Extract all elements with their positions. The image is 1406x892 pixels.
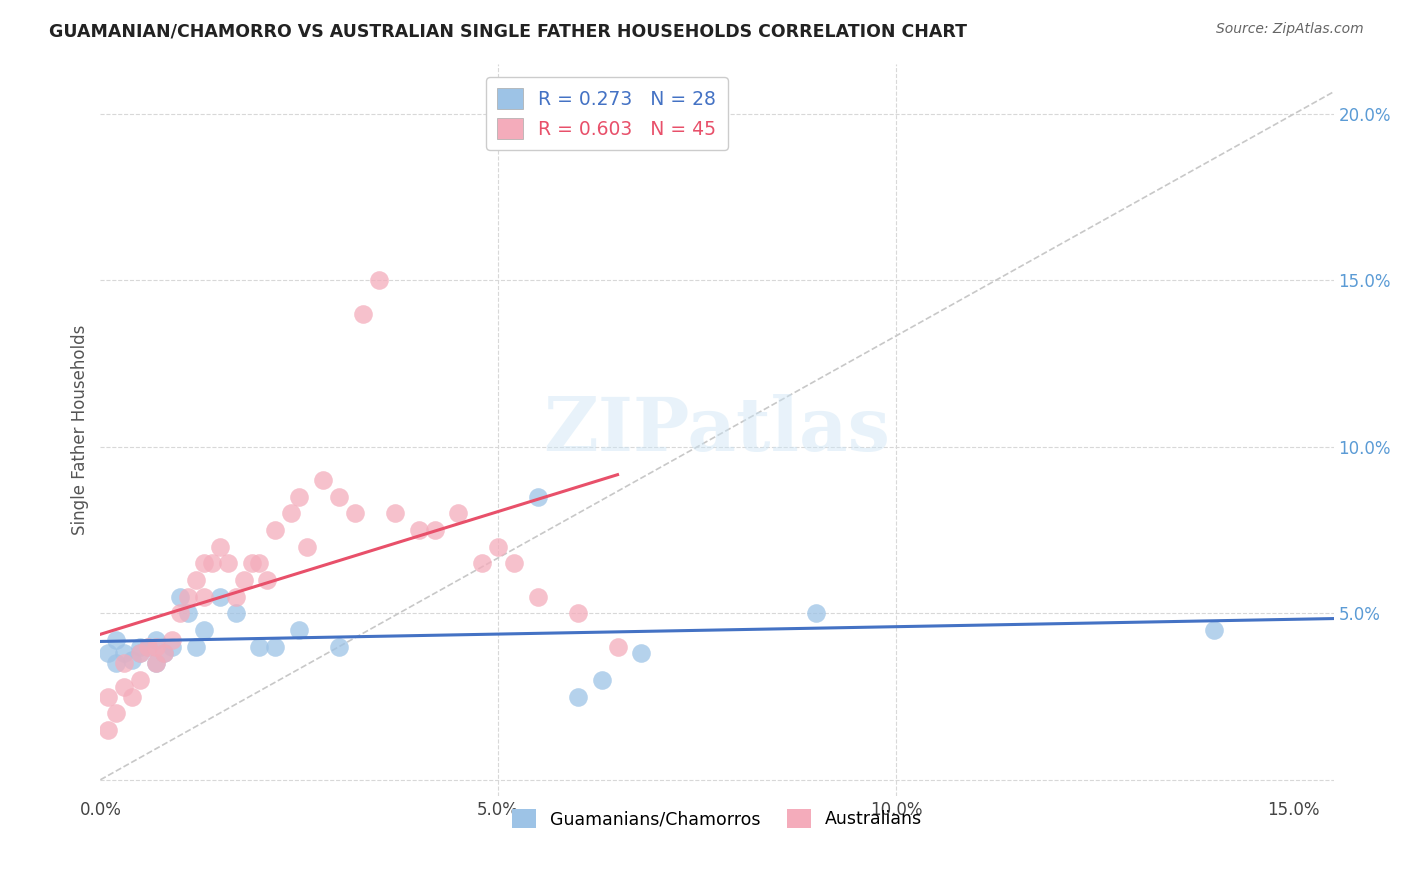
Point [208,590,231,604]
Point [567,690,589,704]
Point [288,623,311,637]
Point [367,273,389,287]
Point [105,706,128,721]
Point [471,557,494,571]
Point [153,646,176,660]
Point [1204,623,1226,637]
Point [112,646,135,660]
Point [184,640,207,654]
Point [256,573,278,587]
Point [129,640,152,654]
Point [136,640,159,654]
Point [232,573,254,587]
Point [160,640,183,654]
Point [288,490,311,504]
Point [160,632,183,647]
Point [193,590,215,604]
Point [201,557,224,571]
Point [97,646,120,660]
Point [97,723,120,737]
Point [328,490,350,504]
Legend: Guamanians/Chamorros, Australians: Guamanians/Chamorros, Australians [505,802,929,836]
Point [384,507,406,521]
Point [177,590,200,604]
Point [447,507,470,521]
Point [408,523,430,537]
Point [486,540,509,554]
Point [606,640,628,654]
Point [503,557,526,571]
Point [343,507,366,521]
Point [328,640,350,654]
Point [312,473,335,487]
Point [145,640,167,654]
Point [567,607,589,621]
Point [145,657,167,671]
Text: ZIPatlas: ZIPatlas [544,393,890,467]
Point [591,673,613,687]
Point [193,557,215,571]
Point [225,590,247,604]
Point [249,557,271,571]
Point [184,573,207,587]
Point [105,657,128,671]
Point [136,640,159,654]
Point [145,657,167,671]
Point [527,590,550,604]
Point [264,523,287,537]
Point [217,557,239,571]
Point [145,632,167,647]
Point [527,490,550,504]
Point [352,307,374,321]
Point [249,640,271,654]
Point [112,657,135,671]
Point [169,590,191,604]
Point [264,640,287,654]
Point [240,557,263,571]
Point [121,690,143,704]
Text: Source: ZipAtlas.com: Source: ZipAtlas.com [1216,22,1364,37]
Point [225,607,247,621]
Point [121,653,143,667]
Point [97,690,120,704]
Text: GUAMANIAN/CHAMORRO VS AUSTRALIAN SINGLE FATHER HOUSEHOLDS CORRELATION CHART: GUAMANIAN/CHAMORRO VS AUSTRALIAN SINGLE … [49,22,967,40]
Point [153,646,176,660]
Point [177,607,200,621]
Point [129,673,152,687]
Point [193,623,215,637]
Y-axis label: Single Father Households: Single Father Households [72,325,89,535]
Point [105,632,128,647]
Point [280,507,302,521]
Point [423,523,446,537]
Point [630,646,652,660]
Point [112,680,135,694]
Point [169,607,191,621]
Point [806,607,828,621]
Point [129,646,152,660]
Point [129,646,152,660]
Point [208,540,231,554]
Point [297,540,319,554]
